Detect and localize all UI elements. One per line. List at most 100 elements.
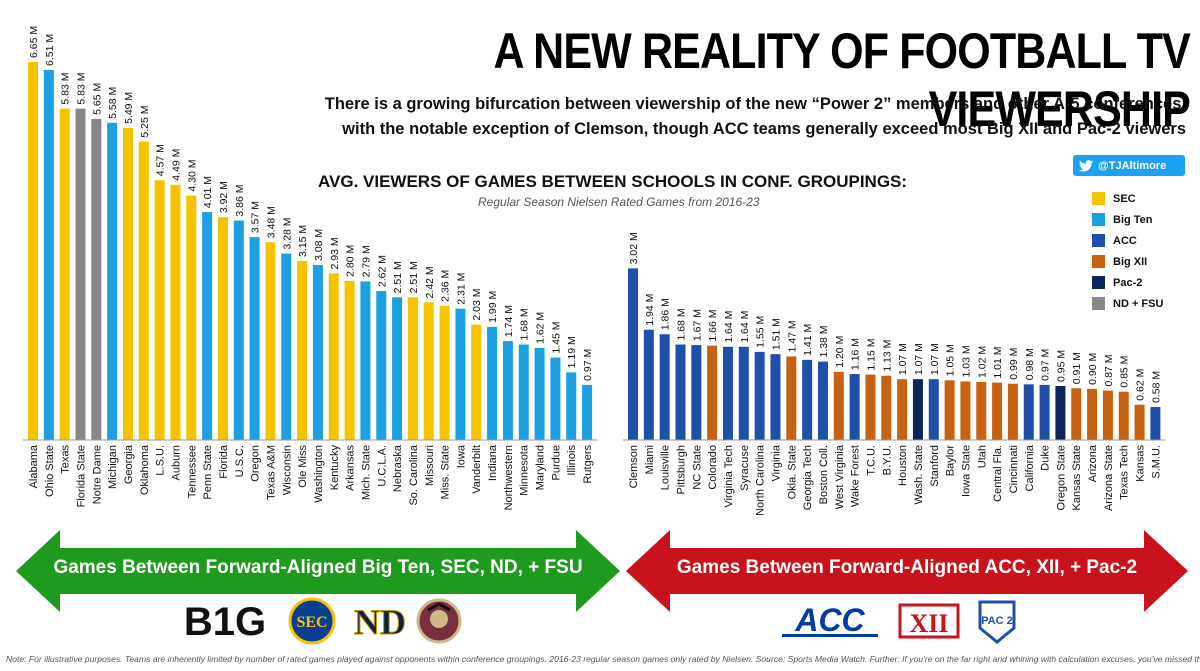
legend-item: Big XII bbox=[1092, 251, 1188, 272]
bar-category-label: Tennessee bbox=[186, 445, 198, 498]
bar-value-label: 1.07 M bbox=[929, 343, 941, 375]
bar-value-label: 1.47 M bbox=[786, 320, 798, 352]
bar-value-label: 0.97 M bbox=[1040, 349, 1052, 381]
bar bbox=[912, 379, 923, 440]
bar bbox=[992, 382, 1003, 440]
bar bbox=[122, 127, 133, 441]
bar-category-label: Washington bbox=[313, 445, 325, 503]
bar-value-label: 2.31 M bbox=[455, 273, 467, 305]
bar-category-label: North Carolina bbox=[755, 444, 767, 516]
bar bbox=[392, 297, 403, 440]
bar-value-label: 1.20 M bbox=[834, 336, 846, 368]
bar-category-label: Kansas bbox=[1135, 445, 1147, 482]
bar-category-label: Central Fla. bbox=[992, 445, 1004, 502]
right-arrow-label: Games Between Forward-Aligned ACC, XII, … bbox=[676, 557, 1138, 578]
bar-value-label: 1.07 M bbox=[913, 343, 925, 375]
bar-value-label: 6.51 M bbox=[44, 34, 56, 66]
bar-category-label: Kentucky bbox=[329, 445, 341, 491]
left-arrow-shape bbox=[16, 530, 620, 612]
legend-swatch bbox=[1092, 234, 1105, 247]
bar-category-label: Miss. State bbox=[440, 445, 452, 499]
bar bbox=[233, 220, 244, 440]
bar-category-label: Iowa bbox=[455, 444, 467, 468]
bar-category-label: B.Y.U. bbox=[881, 445, 893, 475]
bar bbox=[881, 375, 892, 440]
legend-label: ACC bbox=[1113, 234, 1137, 247]
bar-value-label: 3.08 M bbox=[313, 229, 325, 261]
bar-value-label: 1.03 M bbox=[960, 345, 972, 377]
big-ten-logo-text: B1G bbox=[184, 601, 266, 641]
bar-value-label: 1.62 M bbox=[535, 312, 547, 344]
bar bbox=[944, 380, 955, 440]
bar-category-label: Baylor bbox=[945, 445, 957, 477]
bar-value-label: 4.57 M bbox=[155, 144, 167, 176]
bar-category-label: Missouri bbox=[424, 445, 436, 486]
twitter-badge[interactable]: @TJAltimore bbox=[1073, 155, 1185, 176]
bar-value-label: 0.87 M bbox=[1103, 354, 1115, 386]
bar bbox=[643, 329, 654, 440]
bar bbox=[659, 334, 670, 440]
bar-category-label: Auburn bbox=[170, 445, 182, 480]
bar-category-label: Mich. State bbox=[360, 445, 372, 500]
bar-category-label: Colorado bbox=[707, 445, 719, 490]
bar-value-label: 0.85 M bbox=[1119, 356, 1131, 388]
bar-category-label: Purdue bbox=[550, 445, 562, 480]
bar bbox=[249, 237, 260, 440]
bar-category-label: NC State bbox=[691, 445, 703, 490]
bar-value-label: 1.45 M bbox=[550, 321, 562, 353]
bar-category-label: Boston Coll. bbox=[818, 445, 830, 504]
legend-label: ND + FSU bbox=[1113, 297, 1164, 310]
notre-dame-logo: ND bbox=[350, 596, 410, 646]
bar-value-label: 4.01 M bbox=[202, 176, 214, 208]
bar-category-label: Notre Dame bbox=[91, 445, 103, 504]
bar bbox=[170, 184, 181, 440]
bar bbox=[754, 351, 765, 440]
big-12-logo-text: XII bbox=[909, 609, 948, 638]
bar-category-label: Michigan bbox=[107, 445, 119, 489]
bar-value-label: 5.58 M bbox=[107, 87, 119, 119]
bar bbox=[328, 273, 339, 440]
bar-category-label: Duke bbox=[1040, 445, 1052, 471]
bar-value-label: 0.97 M bbox=[582, 349, 594, 381]
bar-category-label: U.S.C. bbox=[234, 445, 246, 477]
legend-item: ND + FSU bbox=[1092, 293, 1188, 314]
bar-category-label: U.C.L.A. bbox=[376, 445, 388, 487]
bar-value-label: 1.51 M bbox=[770, 318, 782, 350]
bar-value-label: 0.90 M bbox=[1087, 353, 1099, 385]
bar-category-label: Clemson bbox=[628, 445, 640, 488]
bar-category-label: Louisville bbox=[660, 445, 672, 490]
bar-category-label: Vanderbilt bbox=[471, 445, 483, 494]
bar-value-label: 0.95 M bbox=[1055, 350, 1067, 382]
bar bbox=[376, 291, 387, 440]
bar-value-label: 2.51 M bbox=[408, 261, 420, 293]
bar-category-label: Wash. State bbox=[913, 445, 925, 505]
legend-item: Pac-2 bbox=[1092, 272, 1188, 293]
bar-value-label: 0.91 M bbox=[1071, 352, 1083, 384]
bar-category-label: Arizona bbox=[1087, 444, 1099, 482]
bar bbox=[865, 374, 876, 440]
bar bbox=[312, 264, 323, 440]
bar bbox=[534, 347, 545, 440]
pac-logo-text: PAC 2 bbox=[981, 615, 1013, 627]
bar-value-label: 2.62 M bbox=[376, 255, 388, 287]
legend-swatch bbox=[1092, 255, 1105, 268]
bar-category-label: Miami bbox=[644, 445, 656, 474]
bar-value-label: 5.83 M bbox=[75, 73, 87, 105]
subtitle-line-2: with the notable exception of Clemson, t… bbox=[342, 120, 1186, 138]
bar-category-label: Ohio State bbox=[44, 445, 56, 497]
bar bbox=[91, 118, 102, 440]
bar bbox=[202, 212, 213, 440]
bar-value-label: 3.57 M bbox=[250, 201, 262, 233]
bar-category-label: Penn State bbox=[202, 445, 214, 499]
legend-item: SEC bbox=[1092, 188, 1188, 209]
acc-logo: ACC bbox=[780, 596, 880, 646]
bar-value-label: 2.80 M bbox=[345, 245, 357, 277]
legend-label: Pac-2 bbox=[1113, 276, 1143, 289]
bar-value-label: 1.94 M bbox=[644, 294, 656, 326]
bar-value-label: 1.74 M bbox=[503, 305, 515, 337]
bar-value-label: 1.01 M bbox=[992, 346, 1004, 378]
bar-category-label: Illinois bbox=[566, 445, 578, 476]
bar-value-label: 1.55 M bbox=[755, 316, 767, 348]
bar-value-label: 3.02 M bbox=[628, 232, 640, 264]
bar-value-label: 5.25 M bbox=[139, 105, 151, 137]
